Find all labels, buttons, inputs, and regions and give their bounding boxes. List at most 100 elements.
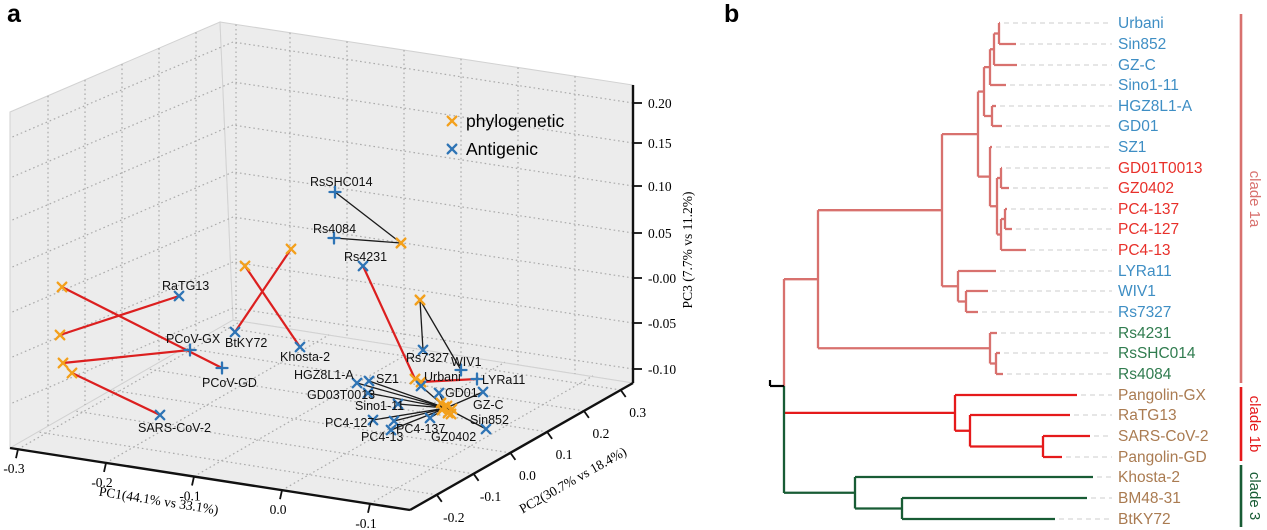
taxon-label: GZ0402: [1118, 180, 1174, 197]
phylogenetic-marker: [66, 367, 78, 379]
strain-label: PCoV-GX: [166, 332, 221, 346]
svg-text:-0.2: -0.2: [91, 475, 112, 490]
antigenic-marker: [351, 377, 363, 389]
antigenic-marker: [392, 398, 404, 410]
svg-text:0.1: 0.1: [556, 447, 573, 462]
strain-label: Khosta-2: [280, 350, 330, 364]
phylogenetic-marker: [442, 407, 454, 419]
legend-label: phylogenetic: [466, 111, 565, 131]
antigenic-marker: [480, 423, 492, 435]
antigenic-legend-marker: [446, 143, 458, 155]
antigenic-marker: [362, 387, 374, 399]
svg-text:0.2: 0.2: [592, 426, 609, 441]
taxon-label: Khosta-2: [1118, 469, 1180, 486]
phylogenetic-marker: [285, 243, 297, 255]
taxon-label: GD01: [1118, 118, 1159, 135]
legend-label: Antigenic: [466, 139, 538, 159]
svg-text:0.05: 0.05: [648, 226, 672, 241]
taxon-label: PC4-137: [1118, 201, 1179, 218]
antigenic-marker: [477, 386, 489, 398]
taxon-label: PC4-13: [1118, 242, 1171, 259]
strain-label: Rs7327: [406, 351, 449, 365]
antigenic-marker: [385, 424, 397, 436]
phylogenetic-marker: [54, 329, 66, 341]
pane-walls: [8, 21, 635, 511]
antigenic-marker: [327, 231, 341, 245]
clade-subtree: [784, 21, 1026, 376]
taxon-label: Sino1-11: [1118, 77, 1179, 94]
clade-label: clade 1b: [1246, 396, 1263, 453]
taxon-label: Rs7327: [1118, 304, 1171, 321]
svg-text:-0.1: -0.1: [480, 489, 501, 504]
antigenic-marker: [417, 344, 429, 356]
antigenic-marker: [454, 363, 468, 377]
taxon-label: Pangolin-GX: [1118, 387, 1207, 404]
phylogenetic-marker: [57, 357, 69, 369]
antigenic-marker: [328, 185, 342, 199]
tree-spine: [768, 279, 786, 493]
antigenic-marker: [183, 343, 197, 357]
strain-label: Rs4084: [313, 222, 356, 236]
svg-text:0.10: 0.10: [648, 179, 672, 194]
taxon-label: Pangolin-GD: [1118, 449, 1207, 466]
phylogenetic-marker: [415, 376, 427, 388]
strain-markers: [54, 185, 492, 436]
antigenic-marker: [367, 414, 379, 426]
clade-label: clade 3: [1246, 472, 1263, 520]
panel-b-letter: b: [724, 0, 740, 28]
taxon-label: PC4-127: [1118, 221, 1179, 238]
pc3-axis: 0.20 0.15 0.10 0.05 -0.00 -0.05 -0.10 PC3 (7.7%…: [633, 96, 695, 377]
taxon-label: HGZ8L1-A: [1118, 98, 1193, 115]
strain-label: GD01: [445, 386, 478, 400]
phylogenetic-marker: [395, 237, 407, 249]
grid-lines: [9, 24, 634, 505]
taxon-label: RsSHC014: [1118, 345, 1196, 362]
antigenic-marker: [229, 326, 241, 338]
svg-text:0.0: 0.0: [270, 502, 287, 517]
svg-text:0.0: 0.0: [519, 468, 536, 483]
strain-label: LYRa11: [482, 373, 525, 387]
phylogenetic-marker: [414, 294, 426, 306]
strain-label: BtKY72: [225, 336, 267, 350]
clade-subtree: [784, 475, 1093, 521]
taxon-label: RaTG13: [1118, 407, 1177, 424]
svg-text:-0.3: -0.3: [3, 461, 25, 476]
phylogenetic-marker: [239, 260, 251, 272]
antigenic-marker: [154, 409, 166, 421]
strain-label: Urbani: [424, 370, 461, 384]
taxon-label: SARS-CoV-2: [1118, 428, 1208, 445]
leaf-leaders: [982, 22, 1112, 520]
strain-label: Sin852: [470, 413, 509, 427]
phylogenetic-marker: [56, 281, 68, 293]
strain-label: PCoV-GD: [202, 376, 257, 390]
strain-label: GZ-C: [473, 398, 504, 412]
strain-label: PC4-13: [361, 430, 403, 444]
antigenic-marker: [294, 341, 306, 353]
svg-text:-0.1: -0.1: [179, 489, 200, 504]
phylogenetic-marker: [445, 408, 457, 420]
legend: phylogenetic Antigenic: [446, 111, 565, 159]
antigenic-marker: [173, 290, 185, 302]
antigenic-marker: [215, 361, 229, 375]
panel-a-letter: a: [7, 0, 21, 28]
strain-label: WIV1: [451, 355, 482, 369]
taxon-label: GZ-C: [1118, 57, 1156, 74]
strain-label: Sino1-11: [355, 399, 404, 413]
svg-text:-0.1: -0.1: [355, 516, 376, 530]
taxon-label: BM48-31: [1118, 490, 1181, 507]
strain-label: RaTG13: [162, 279, 209, 293]
leaf-labels: Urbani Sin852 GZ-C Sino1-11 HGZ8L1-A GD01 SZ1 G…: [1118, 15, 1208, 528]
antigenic-marker: [424, 412, 436, 424]
svg-text:0.20: 0.20: [648, 96, 672, 111]
taxon-label: BtKY72: [1118, 511, 1171, 528]
phylogenetic-hub-cluster: [435, 397, 458, 420]
taxon-label: LYRa11: [1118, 263, 1172, 280]
antigenic-marker: [363, 375, 375, 387]
pc1-axis-title: PC1(44.1% vs 33.1%): [98, 484, 220, 518]
taxon-label: WIV1: [1118, 283, 1156, 300]
antigenic-marker: [470, 372, 484, 386]
strain-label: SARS-CoV-2: [138, 421, 211, 435]
